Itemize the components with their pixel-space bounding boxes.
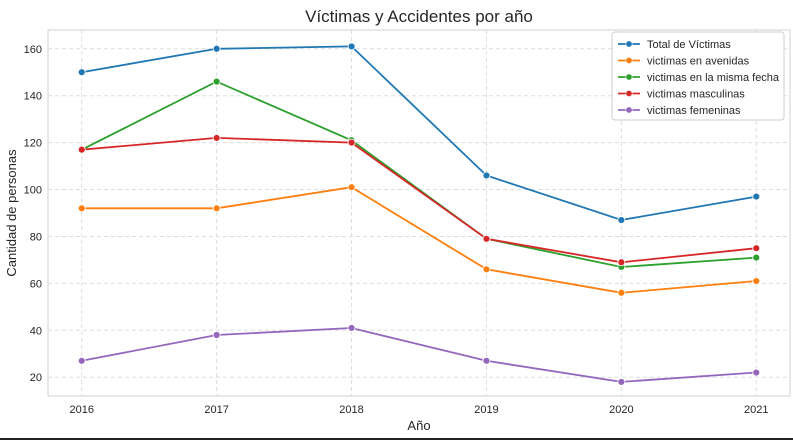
data-point xyxy=(482,356,491,365)
data-point xyxy=(752,253,761,262)
legend-swatch-marker xyxy=(625,106,633,114)
legend-swatch-marker xyxy=(625,73,633,81)
legend-label: victimas masculinas xyxy=(647,89,745,101)
series-lines xyxy=(81,45,757,383)
x-tick-label: 2017 xyxy=(204,404,228,416)
data-point xyxy=(617,216,626,224)
data-point xyxy=(77,145,86,154)
legend-label: victimas en la misma fecha xyxy=(647,72,780,84)
data-point xyxy=(347,42,356,51)
data-point xyxy=(77,68,86,77)
x-tick-label: 2019 xyxy=(474,404,498,416)
y-tick-label: 80 xyxy=(30,231,42,243)
series-points xyxy=(77,42,761,386)
data-point xyxy=(752,192,761,201)
y-axis-label: Cantidad de personas xyxy=(4,149,19,277)
series-line-2 xyxy=(81,80,757,268)
data-point xyxy=(617,258,626,267)
data-point xyxy=(482,265,491,274)
x-tick-labels: 2016 2017 2018 2019 2020 2021 xyxy=(69,404,768,416)
data-point xyxy=(347,183,356,192)
y-tick-label: 20 xyxy=(30,372,42,384)
data-point xyxy=(347,324,356,332)
legend-label: victimas femeninas xyxy=(647,105,741,117)
y-tick-label: 40 xyxy=(30,325,42,337)
legend: Total de Víctimas victimas en avenidas vic… xyxy=(611,31,785,121)
data-point xyxy=(752,244,761,253)
data-point xyxy=(752,368,761,377)
data-point xyxy=(482,234,491,243)
data-point xyxy=(77,356,86,365)
y-tick-label: 140 xyxy=(24,91,42,103)
series-line-0 xyxy=(81,45,757,221)
y-tick-labels: 20 40 60 80 100 120 140 160 xyxy=(24,44,42,384)
x-tick-label: 2016 xyxy=(69,404,93,416)
chart-title: Víctimas y Accidentes por año xyxy=(305,7,533,26)
series-line-4 xyxy=(81,327,757,383)
grid-lines xyxy=(48,30,790,396)
data-point xyxy=(347,138,356,147)
data-point xyxy=(482,171,491,180)
legend-label: victimas en avenidas xyxy=(647,56,750,68)
y-tick-label: 100 xyxy=(24,185,42,197)
y-tick-label: 120 xyxy=(24,138,42,150)
data-point xyxy=(212,204,221,213)
data-point xyxy=(617,378,626,386)
y-tick-label: 160 xyxy=(24,44,42,56)
data-point xyxy=(212,44,221,53)
data-point xyxy=(212,77,221,86)
x-tick-label: 2018 xyxy=(339,404,363,416)
series-line-3 xyxy=(81,136,757,264)
data-point xyxy=(617,288,626,297)
series-line-1 xyxy=(81,186,757,294)
x-tick-label: 2021 xyxy=(744,404,768,416)
legend-box xyxy=(611,31,785,121)
x-tick-label: 2020 xyxy=(609,404,633,416)
data-point xyxy=(77,204,86,213)
data-point xyxy=(212,331,221,339)
legend-swatch-marker xyxy=(625,56,633,64)
data-point xyxy=(212,134,221,142)
y-tick-label: 60 xyxy=(30,278,42,290)
legend-swatch-marker xyxy=(625,40,633,48)
x-axis-label: Año xyxy=(407,418,430,433)
legend-label: Total de Víctimas xyxy=(647,39,731,51)
legend-swatch-marker xyxy=(625,90,633,98)
data-point xyxy=(752,277,761,285)
